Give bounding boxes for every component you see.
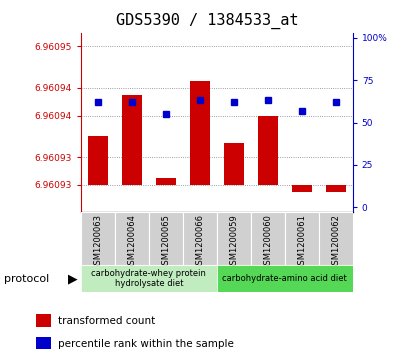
Bar [217,212,251,265]
Text: GSM1200062: GSM1200062 [331,214,340,270]
Bar [183,212,217,265]
Bar [122,95,142,185]
Bar [285,212,319,265]
Bar [88,136,108,185]
Text: transformed count: transformed count [58,316,155,326]
Bar [36,314,51,327]
Bar [319,212,353,265]
Text: GDS5390 / 1384533_at: GDS5390 / 1384533_at [116,13,299,29]
Text: GSM1200061: GSM1200061 [297,214,306,270]
Text: GSM1200064: GSM1200064 [127,214,137,270]
Bar [224,143,244,185]
Text: ▶: ▶ [68,272,78,285]
Text: GSM1200066: GSM1200066 [195,214,204,270]
Bar [149,212,183,265]
Bar [115,212,149,265]
Text: carbohydrate-whey protein
hydrolysate diet: carbohydrate-whey protein hydrolysate di… [91,269,206,288]
Text: protocol: protocol [4,274,49,284]
Bar [292,185,312,192]
Bar [190,81,210,185]
Text: percentile rank within the sample: percentile rank within the sample [58,339,234,348]
Text: carbohydrate-amino acid diet: carbohydrate-amino acid diet [222,274,347,283]
Bar [251,212,285,265]
Text: GSM1200063: GSM1200063 [93,214,103,270]
Bar [258,115,278,185]
Bar [156,178,176,185]
Text: GSM1200060: GSM1200060 [263,214,272,270]
Bar [36,337,51,349]
Text: GSM1200059: GSM1200059 [229,214,238,270]
Bar [217,265,353,292]
Bar [326,185,346,192]
Bar [81,212,115,265]
Text: GSM1200065: GSM1200065 [161,214,171,270]
Bar [81,265,217,292]
